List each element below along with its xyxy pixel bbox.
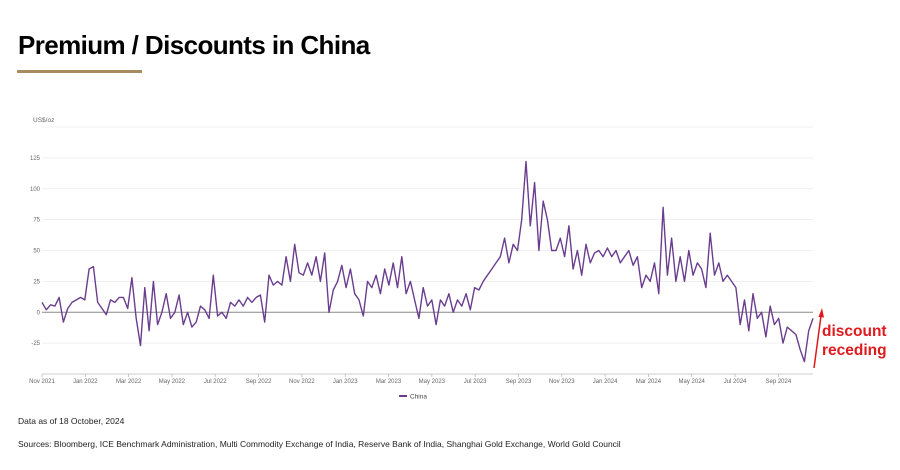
- y-axis-label: US$/oz: [33, 117, 54, 124]
- title-underline: [17, 70, 142, 73]
- annotation-line-1: discount: [822, 323, 887, 340]
- y-tick-label: 100: [30, 187, 41, 193]
- y-tick-label: -25: [31, 341, 40, 347]
- x-tick-label: May 2024: [679, 379, 706, 385]
- x-tick-label: Nov 2022: [289, 379, 315, 385]
- page-title: Premium / Discounts in China: [18, 30, 370, 60]
- y-tick-label: 125: [30, 156, 41, 162]
- x-tick-label: Mar 2024: [636, 379, 662, 385]
- x-tick-label: Jul 2024: [724, 379, 747, 385]
- x-tick-label: Sep 2024: [765, 379, 791, 385]
- line-chart: US$/oz -25 0 25 50 75 100 125 Nov 2021 Jan 2022…: [29, 117, 824, 401]
- y-tick-label: 25: [33, 279, 40, 285]
- y-tick-label: 0: [37, 310, 41, 316]
- x-tick-label: Jul 2023: [464, 379, 487, 385]
- x-tick-label: Mar 2022: [116, 379, 142, 385]
- x-tick-label: May 2022: [159, 379, 186, 385]
- x-tick-label: Jan 2023: [333, 379, 358, 385]
- annotation-line-2: receding: [822, 342, 887, 359]
- legend-label-china: China: [410, 394, 427, 401]
- annotation-text: discount receding: [822, 322, 887, 360]
- sources-note: Sources: Bloomberg, ICE Benchmark Admini…: [18, 439, 621, 449]
- x-tick-label: Jan 2024: [593, 379, 618, 385]
- annotation-arrow: [813, 315, 822, 369]
- x-tick-label: Jan 2022: [73, 379, 98, 385]
- data-date-note: Data as of 18 October, 2024: [18, 416, 125, 426]
- x-tick-label: Jul 2022: [204, 379, 227, 385]
- x-tick-label: Sep 2022: [246, 379, 272, 385]
- y-tick-label: 50: [33, 249, 40, 255]
- annotation-arrowhead: [818, 308, 824, 318]
- x-tick-label: Mar 2023: [376, 379, 402, 385]
- series-line-china: [41, 160, 814, 363]
- x-tick-label: Nov 2021: [29, 379, 55, 385]
- y-tick-label: 75: [33, 218, 40, 224]
- x-tick-label: May 2023: [419, 379, 446, 385]
- legend: China: [399, 394, 427, 401]
- x-tick-label: Nov 2023: [549, 379, 575, 385]
- x-tick-label: Sep 2023: [506, 379, 532, 385]
